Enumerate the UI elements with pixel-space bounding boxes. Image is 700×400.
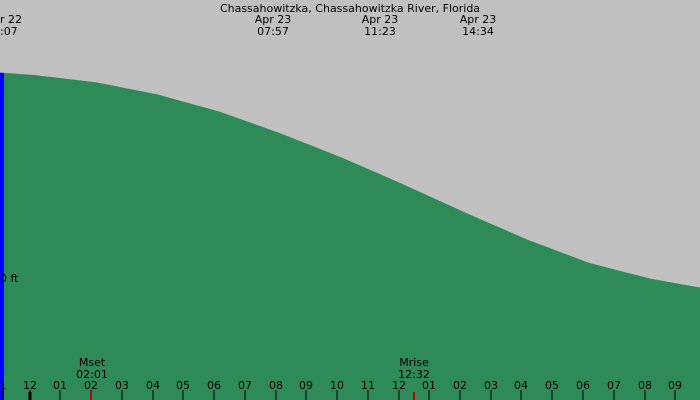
zero-ft-label: 0 ft [0,272,19,285]
moon-event-time: 12:32 [398,368,430,381]
tide-event-time: 11:23 [364,25,396,38]
x-tick-label: 1 [0,379,7,392]
x-tick-label: 06 [576,379,590,392]
tide-event-date: Apr 23 [255,13,292,26]
tide-event-date: Apr 23 [362,13,399,26]
tide-event-date: r 22 [0,13,22,26]
x-tick-label: 10 [330,379,344,392]
x-tick-label: 08 [638,379,652,392]
rising-tide-area-0 [0,72,5,400]
x-tick-label: 02 [84,379,98,392]
falling-tide-area-1 [4,72,700,400]
x-tick-label: 05 [176,379,190,392]
tide-event-time: 14:34 [462,25,494,38]
x-tick-label: 09 [668,379,682,392]
tide-event-time: :07 [0,25,18,38]
tide-event-date: Apr 23 [460,13,497,26]
x-tick-label: 09 [299,379,313,392]
x-tick-label: 04 [146,379,160,392]
x-tick-label: 08 [269,379,283,392]
x-tick-label: 04 [514,379,528,392]
x-tick-label: 07 [607,379,621,392]
x-tick-label: 01 [422,379,436,392]
x-tick-label: 03 [484,379,498,392]
x-tick-label: 12 [23,379,37,392]
moon-event-label: Mset [79,356,106,369]
x-tick-label: 02 [453,379,467,392]
x-tick-label: 03 [115,379,129,392]
x-tick-label: 11 [361,379,375,392]
x-tick-label: 05 [545,379,559,392]
x-tick-label: 12 [392,379,406,392]
x-tick-label: 01 [53,379,67,392]
x-tick-label: 07 [238,379,252,392]
x-axis-ticks: 1 12 01 02 03 04 05 06 07 08 09 10 11 12 01 02 03 04 05 06 0… [0,379,682,400]
x-tick-label: 06 [207,379,221,392]
moon-event-time: 02:01 [76,368,108,381]
moon-event-label: Mrise [399,356,429,369]
chart-title: Chassahowitzka, Chassahowitzka River, Fl… [220,2,480,15]
tide-event-time: 07:57 [257,25,289,38]
